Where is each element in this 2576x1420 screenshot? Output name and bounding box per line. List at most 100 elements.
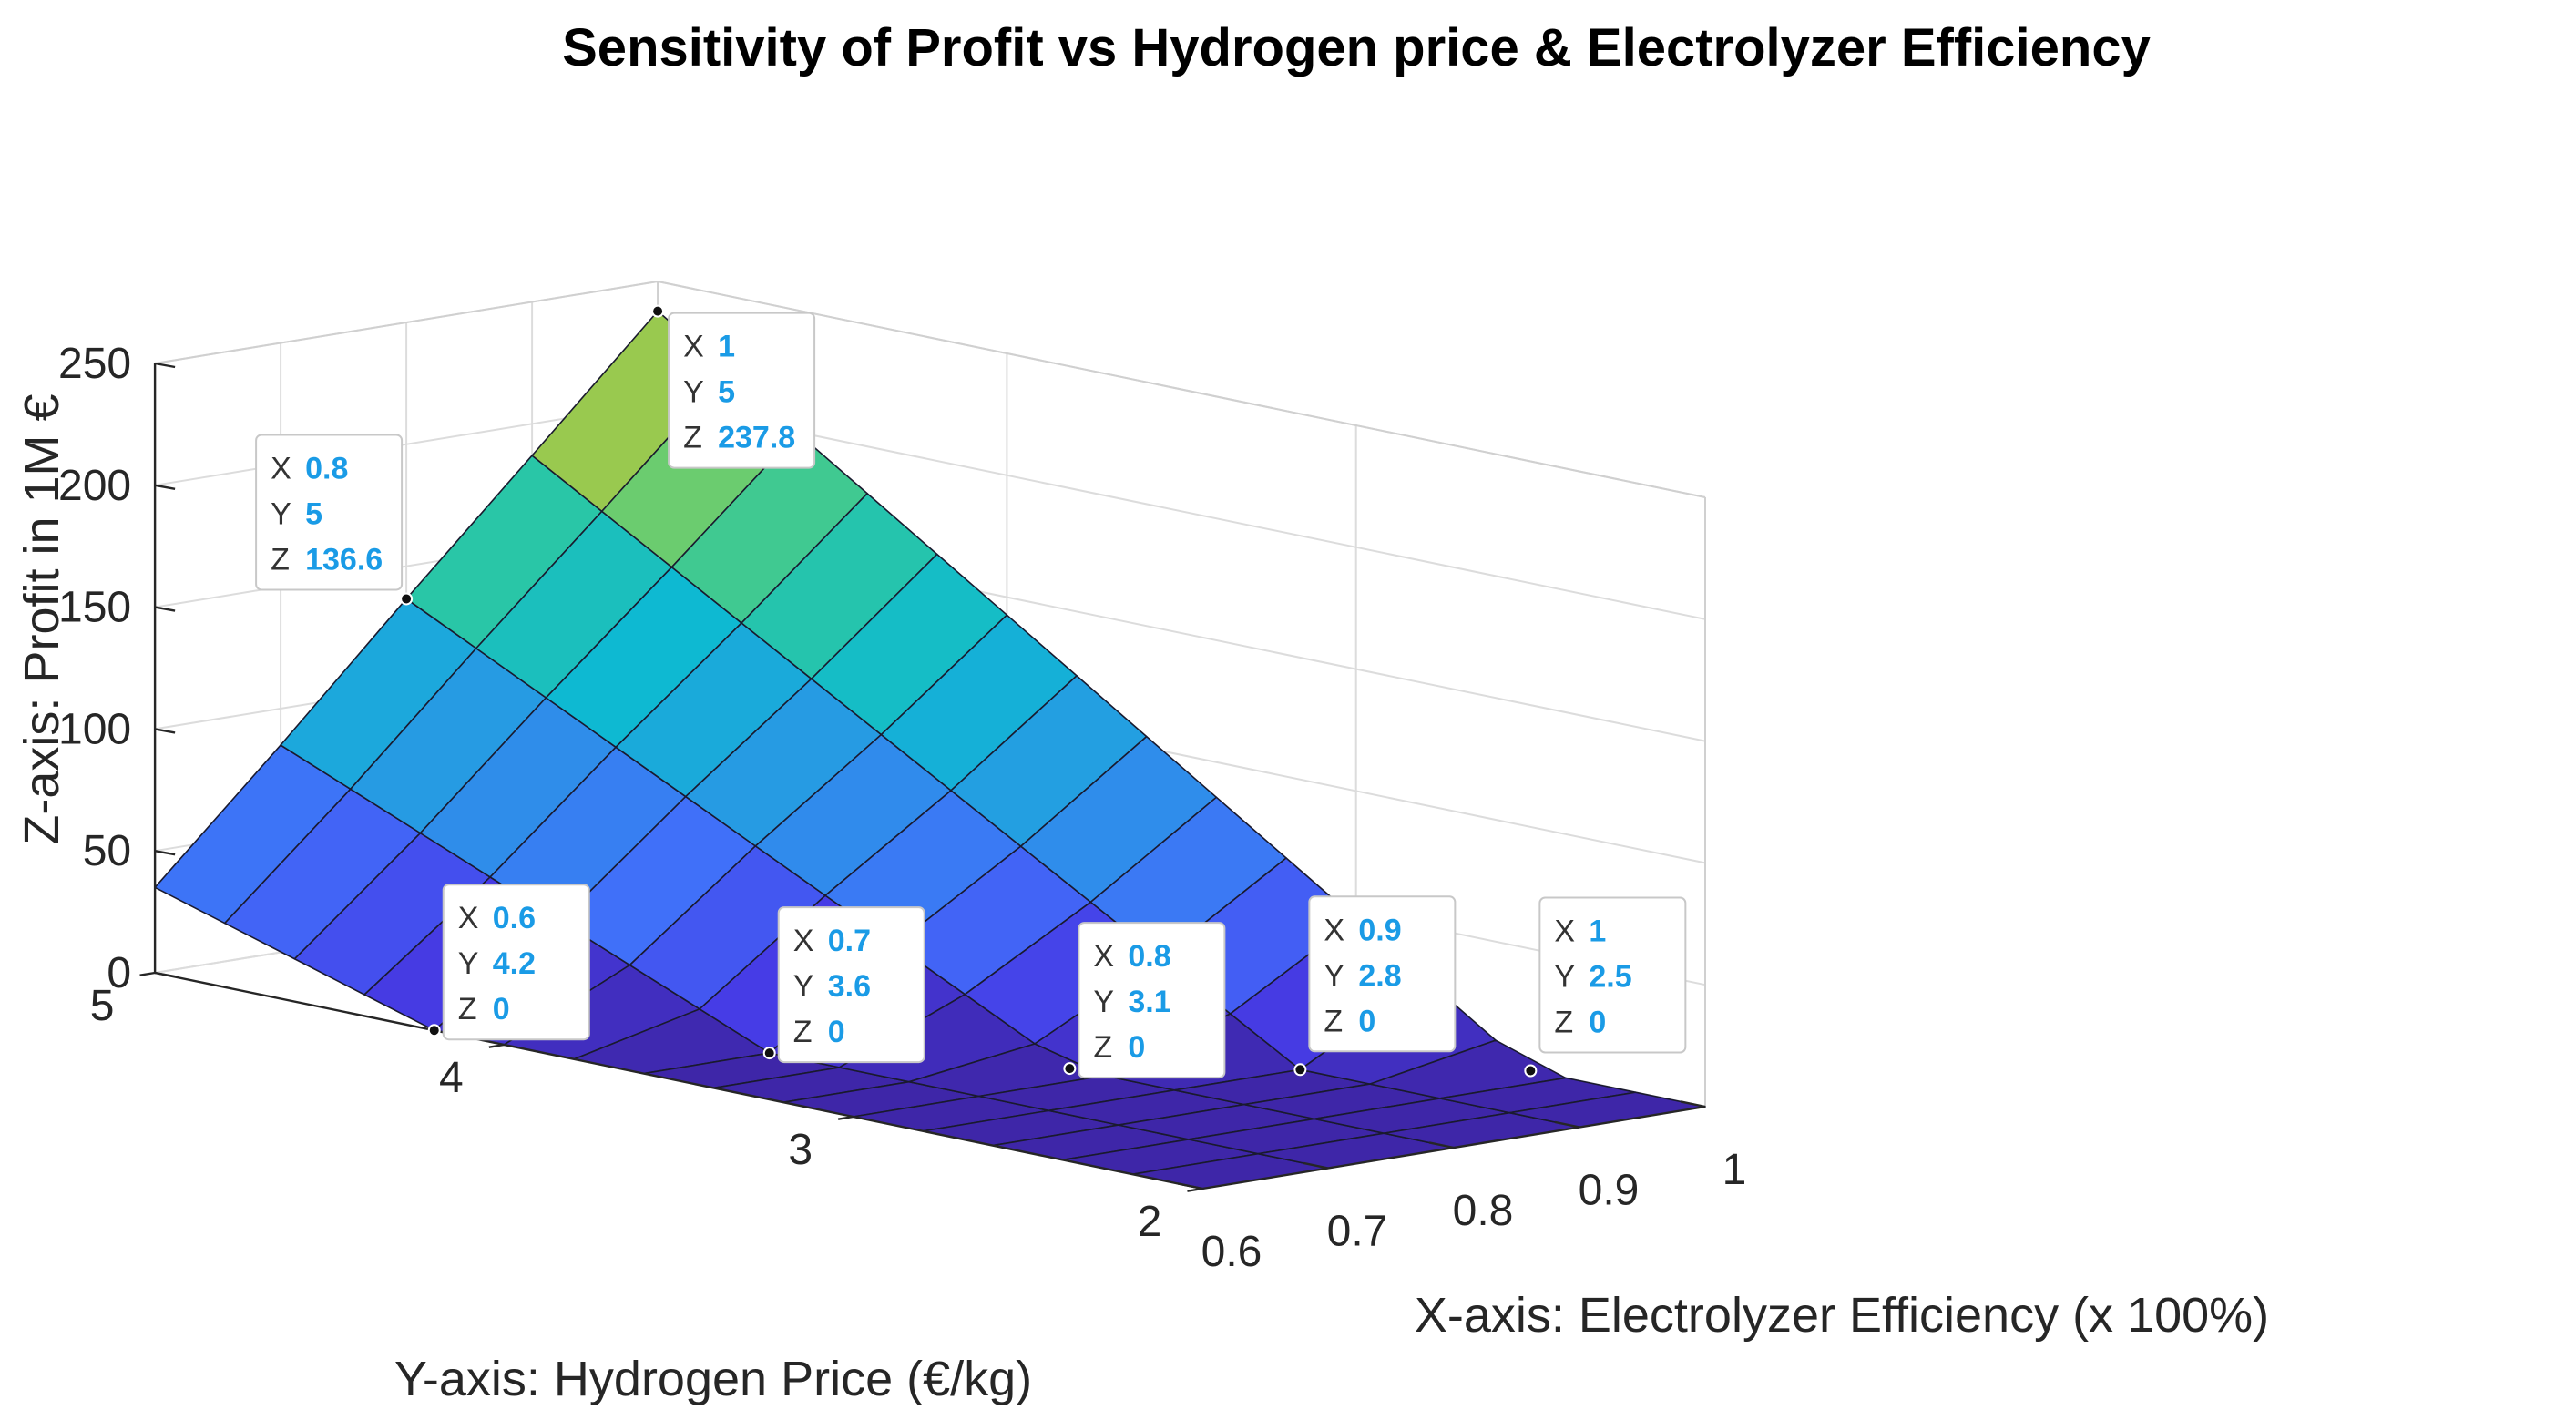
- data-tip-key: Z: [1554, 1006, 1573, 1040]
- chart-title: Sensitivity of Profit vs Hydrogen price …: [562, 18, 2151, 77]
- data-tip-marker: [1524, 1064, 1538, 1078]
- data-tip-box: [1308, 895, 1457, 1053]
- x-tick-label: 0.9: [1579, 1167, 1640, 1215]
- data-tip-key: Z: [1093, 1030, 1112, 1065]
- x-tick: [1177, 1182, 1203, 1190]
- data-tip-value: 1: [718, 330, 735, 364]
- data-tip-marker: [1293, 1063, 1307, 1077]
- data-tip[interactable]: X 0.7 Y 3.6 Z 0: [762, 906, 925, 1064]
- data-tip-value: 0.6: [493, 901, 536, 935]
- data-tip-value: 237.8: [718, 421, 795, 455]
- y-tick-label: 4: [439, 1054, 464, 1102]
- data-tip[interactable]: X 0.6 Y 4.2 Z 0: [427, 884, 590, 1041]
- x-tick: [1303, 1161, 1329, 1170]
- data-tip-key: X: [1093, 939, 1114, 974]
- z-tick-label: 250: [58, 340, 131, 388]
- data-tip-value: 3.1: [1128, 985, 1170, 1019]
- data-tip-key: Y: [458, 946, 479, 981]
- data-tip-key: Y: [271, 496, 291, 531]
- data-tips-layer: X 0.6Y 4.2Z 0X 0.7Y 3.6Z 0X 0.8Y 3.1Z 0X 0.9Y 2.8Z 0…: [255, 304, 1687, 1079]
- z-tick: [154, 484, 176, 490]
- data-tip-key: X: [1324, 913, 1344, 947]
- y-tick-label: 2: [1138, 1198, 1162, 1246]
- data-tip-key: X: [458, 901, 479, 935]
- data-tip-box: [777, 906, 925, 1064]
- data-tip-value: 5: [305, 496, 322, 531]
- x-tick-label: 0.7: [1327, 1208, 1388, 1256]
- data-tip-value: 0.8: [1128, 939, 1170, 974]
- x-tick-label: 1: [1722, 1146, 1747, 1194]
- data-tip-value: 5: [718, 375, 735, 410]
- data-tip[interactable]: X 0.8 Y 3.1 Z 0: [1063, 922, 1226, 1079]
- axis-line: [154, 971, 1203, 1190]
- data-tip-value: 0: [1589, 1006, 1606, 1040]
- box-edge: [657, 281, 1706, 498]
- data-tip-marker: [1063, 1062, 1077, 1076]
- y-tick: [1187, 1187, 1203, 1192]
- data-tip-value: 0: [1358, 1004, 1375, 1038]
- x-tick: [1680, 1100, 1706, 1108]
- data-tip[interactable]: X 0.8 Y 5Z 136.6: [255, 434, 414, 606]
- data-tip[interactable]: X 1Y 5Z 237.8: [651, 304, 816, 469]
- data-tip[interactable]: X 1Y 2.5 Z 0: [1524, 896, 1687, 1078]
- data-tip-marker: [651, 304, 665, 318]
- data-tip-value: 1: [1589, 914, 1606, 949]
- z-tick-label: 150: [58, 584, 131, 632]
- data-tip-key: Z: [683, 421, 702, 455]
- data-tip-marker: [427, 1024, 441, 1037]
- data-tip-key: Z: [1324, 1004, 1343, 1038]
- data-tip-key: X: [1554, 914, 1575, 949]
- x-tick-label: 0.8: [1453, 1187, 1514, 1235]
- z-tick: [154, 606, 176, 612]
- box-edge: [154, 281, 659, 364]
- data-tip-value: 0: [493, 992, 510, 1027]
- data-tip-box: [668, 312, 816, 469]
- y-tick: [139, 971, 156, 976]
- y-tick: [837, 1115, 854, 1120]
- data-tip-key: Y: [793, 969, 814, 1004]
- data-tip-key: Y: [1554, 960, 1575, 995]
- data-tip-marker: [400, 592, 414, 606]
- y-tick-label: 5: [90, 982, 115, 1030]
- data-tip-box: [442, 884, 590, 1041]
- data-tip-value: 0: [1128, 1030, 1145, 1065]
- data-tip-key: Y: [683, 375, 704, 410]
- x-tick: [1428, 1141, 1455, 1149]
- data-tip-value: 0.8: [305, 451, 348, 485]
- z-tick-label: 50: [83, 827, 131, 875]
- data-tip-key: X: [271, 451, 291, 485]
- z-tick: [154, 971, 176, 978]
- data-tip-key: Z: [793, 1015, 813, 1049]
- x-tick: [1554, 1120, 1580, 1129]
- y-tick: [488, 1043, 505, 1048]
- z-tick: [154, 850, 176, 856]
- x-tick-label: 0.6: [1201, 1228, 1262, 1276]
- data-tip[interactable]: X 0.9 Y 2.8 Z 0: [1293, 895, 1457, 1077]
- data-tip-value: 0.9: [1358, 913, 1401, 947]
- data-tip-value: 136.6: [305, 542, 383, 577]
- data-tip-marker: [762, 1047, 776, 1060]
- data-tip-value: 4.2: [493, 946, 536, 981]
- data-tip-key: Z: [271, 542, 290, 577]
- data-tip-value: 2.5: [1589, 960, 1631, 995]
- z-tick: [154, 728, 176, 734]
- y-tick-label: 3: [788, 1126, 813, 1174]
- data-tip-key: Y: [1324, 958, 1344, 993]
- data-tip-key: X: [793, 924, 814, 958]
- data-tip-value: 0.7: [828, 924, 871, 958]
- x-axis-label: X-axis: Electrolyzer Efficiency (x 100%): [1415, 1288, 2269, 1343]
- y-axis-label: Y-axis: Hydrogen Price (€/kg): [394, 1352, 1032, 1406]
- z-axis-label: Z-axis: Profit in 1M €: [15, 393, 69, 844]
- data-tip-value: 2.8: [1358, 958, 1401, 993]
- z-tick: [154, 362, 176, 369]
- data-tip-key: Z: [458, 992, 477, 1027]
- data-tip-box: [1078, 922, 1226, 1079]
- data-tip-box: [255, 434, 404, 591]
- data-tip-key: X: [683, 330, 704, 364]
- z-tick-label: 200: [58, 462, 131, 510]
- z-tick-label: 100: [58, 705, 131, 753]
- surface-layer: [154, 310, 1706, 1190]
- data-tip-value: 0: [828, 1015, 845, 1049]
